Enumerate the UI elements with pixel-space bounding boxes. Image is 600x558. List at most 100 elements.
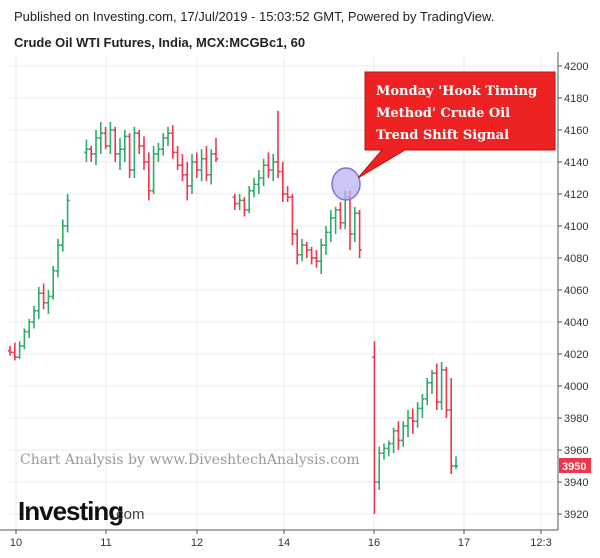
ohlc-bar [314, 250, 319, 268]
last-price-label: 3950 [562, 461, 586, 473]
x-tick-label: 10 [10, 537, 22, 549]
y-tick-label: 4120 [564, 189, 588, 201]
y-tick-label: 3980 [564, 413, 588, 425]
price-bars [7, 110, 459, 514]
ohlc-bar [242, 197, 247, 217]
instrument-title: Crude Oil WTI Futures, India, MCX:MCGBc1… [14, 35, 306, 50]
investing-logo: Investing .com [18, 496, 145, 526]
x-tick-label: 16 [368, 537, 380, 549]
ohlc-bar [425, 378, 430, 406]
ohlc-bar [137, 130, 142, 154]
ohlc-bar [156, 142, 161, 162]
ohlc-bar [55, 238, 61, 278]
ohlc-bar [391, 427, 396, 454]
ohlc-bar [161, 133, 166, 156]
ohlc-bar [429, 370, 435, 394]
ohlc-bar [266, 152, 271, 178]
ohlc-bar [309, 246, 314, 265]
ohlc-bar [415, 402, 420, 428]
ohlc-bar [271, 154, 276, 182]
ohlc-bar [209, 149, 214, 185]
ohlc-bar [185, 162, 190, 201]
ohlc-bar [453, 456, 459, 470]
ohlc-bar [352, 206, 357, 242]
logo-wordmark: Investing [18, 496, 123, 526]
ohlc-bar [7, 346, 13, 356]
ohlc-bar [113, 126, 118, 162]
ohlc-bar [93, 130, 99, 166]
ohlc-bar [84, 139, 89, 162]
ohlc-bar [338, 202, 343, 230]
ohlc-bar [151, 146, 156, 194]
ohlc-bar [117, 138, 123, 170]
ohlc-bar [290, 194, 295, 246]
ohlc-bar [146, 152, 151, 201]
ohlc-bar [175, 146, 180, 170]
signal-highlight-circle [331, 167, 361, 201]
ohlc-bar [434, 363, 439, 410]
x-tick-label: 12 [191, 537, 203, 549]
ohlc-bar [275, 110, 281, 178]
y-tick-label: 3920 [564, 509, 588, 521]
y-axis: 3920 3940 3960 3980 4000 4020 4040 4060 4080 4100… [557, 52, 588, 530]
callout-line-3: Trend Shift Signal [376, 128, 509, 143]
y-tick-label: 4080 [564, 253, 588, 265]
y-tick-label: 3960 [564, 445, 588, 457]
ohlc-bar [444, 366, 449, 418]
ohlc-bar [405, 410, 411, 438]
ohlc-bar [12, 342, 17, 361]
ohlc-bar [127, 133, 132, 178]
last-price-box [559, 458, 591, 473]
chart-header: Published on Investing.com, 17/Jul/2019 … [14, 8, 594, 52]
ohlc-bar [51, 266, 56, 300]
ohlc-bar [165, 126, 171, 146]
ohlc-bar [357, 210, 362, 258]
y-tick-label: 4180 [564, 93, 588, 105]
ohlc-bar [449, 378, 454, 474]
ohlc-bar [381, 443, 387, 460]
callout-line-1: Monday 'Hook Timing [376, 84, 537, 99]
ohlc-bar [31, 306, 37, 329]
x-tick-label: 11 [100, 537, 111, 549]
callout: Monday 'Hook Timing Method' Crude Oil Tr… [357, 71, 556, 179]
ohlc-bar [213, 138, 219, 162]
last-price-tag: 3950 [559, 458, 591, 473]
ohlc-bar [46, 290, 51, 314]
ohlc-bar [386, 440, 391, 457]
y-tick-label: 4060 [564, 285, 588, 297]
ohlc-bar [89, 146, 94, 162]
ohlc-bar [36, 286, 41, 319]
watermark-text: Chart Analysis by www.DiveshtechAnalysis… [20, 452, 360, 468]
ohlc-bar [194, 152, 199, 178]
y-tick-label: 3940 [564, 477, 588, 489]
ohlc-bar [27, 318, 32, 338]
ohlc-bar [256, 170, 261, 194]
x-axis: 10 11 12 14 16 17 12:3 [0, 529, 558, 549]
ohlc-bar [410, 408, 415, 434]
y-tick-label: 4200 [564, 61, 588, 73]
ohlc-bar [285, 186, 290, 202]
ohlc-bar [401, 421, 406, 447]
ohlc-bar [232, 194, 237, 210]
ohlc-bar [22, 328, 27, 350]
ohlc-bar [204, 146, 209, 182]
ohlc-bar [17, 341, 22, 359]
ohlc-bar [108, 122, 113, 154]
ohlc-bar [247, 186, 252, 214]
ohlc-bar [60, 219, 65, 252]
ohlc-bar [98, 122, 103, 154]
y-tick-label: 4100 [564, 221, 588, 233]
ohlc-bar [251, 178, 257, 198]
x-tick-label: 14 [278, 537, 290, 549]
ohlc-bar [41, 283, 46, 310]
y-tick-label: 4020 [564, 349, 588, 361]
y-tick-label: 4000 [564, 381, 588, 393]
ohlc-bar [323, 226, 329, 255]
ohlc-bar [65, 194, 70, 233]
ohlc-bar [372, 341, 377, 514]
ohlc-bar [439, 362, 444, 410]
y-tick-label: 4140 [564, 157, 588, 169]
ohlc-bar [396, 421, 401, 450]
y-tick-label: 4040 [564, 317, 588, 329]
ohlc-bar [237, 194, 242, 210]
